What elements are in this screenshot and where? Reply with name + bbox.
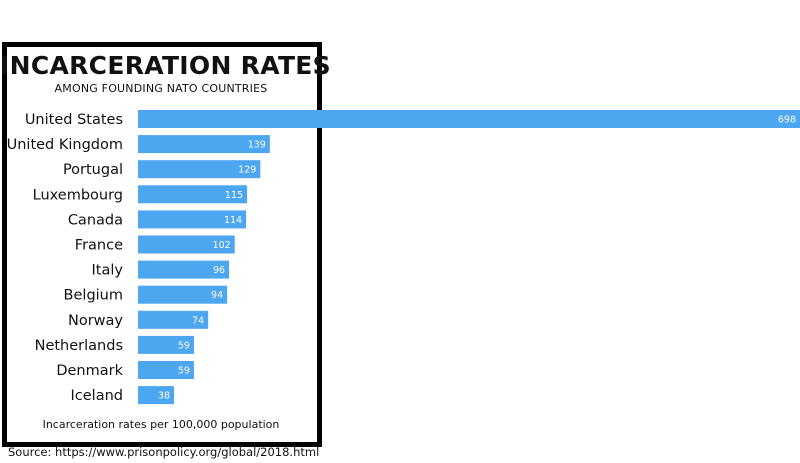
bar-france — [138, 235, 235, 254]
chart-title: INCARCERATION RATES — [0, 51, 331, 80]
value-label-united-states: 698 — [778, 115, 796, 126]
value-labels: 698 139 129 115 114 102 96 94 74 59 59 38 — [158, 115, 796, 402]
value-label-netherlands: 59 — [178, 340, 190, 351]
x-axis-label: Incarceration rates per 100,000 populati… — [42, 418, 280, 431]
value-label-luxembourg: 115 — [225, 190, 243, 201]
bar-iceland — [138, 386, 175, 405]
category-label-norway: Norway — [68, 313, 123, 329]
category-label-france: France — [75, 238, 123, 254]
bar-luxembourg — [138, 185, 248, 204]
category-label-united-states: United States — [25, 112, 123, 128]
category-label-belgium: Belgium — [64, 288, 123, 304]
value-label-italy: 96 — [213, 265, 225, 276]
value-label-denmark: 59 — [178, 366, 190, 377]
value-label-portugal: 129 — [238, 165, 256, 176]
value-label-canada: 114 — [224, 215, 242, 226]
bar-canada — [138, 210, 247, 229]
category-label-denmark: Denmark — [56, 363, 123, 379]
value-label-norway: 74 — [192, 315, 204, 326]
category-label-iceland: Iceland — [71, 388, 123, 404]
bar-united-kingdom — [138, 135, 270, 154]
value-label-iceland: 38 — [158, 391, 170, 402]
source-note: Source: https://www.prisonpolicy.org/glo… — [8, 445, 320, 459]
bar-united-states — [138, 110, 800, 128]
category-label-portugal: Portugal — [63, 162, 123, 178]
bar-portugal — [138, 160, 261, 179]
value-label-france: 102 — [213, 240, 231, 251]
category-label-netherlands: Netherlands — [35, 338, 123, 354]
category-labels: United States United Kingdom Portugal Luxem… — [7, 112, 124, 404]
bar-italy — [138, 260, 230, 279]
bar-netherlands — [138, 335, 194, 354]
category-label-united-kingdom: United Kingdom — [7, 137, 123, 153]
bar-norway — [138, 310, 209, 329]
category-label-luxembourg: Luxembourg — [33, 187, 123, 203]
bar-belgium — [138, 285, 228, 304]
chart-subtitle: AMONG FOUNDING NATO COUNTRIES — [54, 82, 268, 95]
bar-denmark — [138, 361, 194, 379]
value-label-united-kingdom: 139 — [248, 140, 266, 151]
category-label-italy: Italy — [92, 263, 124, 279]
bars — [138, 110, 800, 405]
value-label-belgium: 94 — [211, 290, 223, 301]
category-label-canada: Canada — [68, 212, 123, 228]
